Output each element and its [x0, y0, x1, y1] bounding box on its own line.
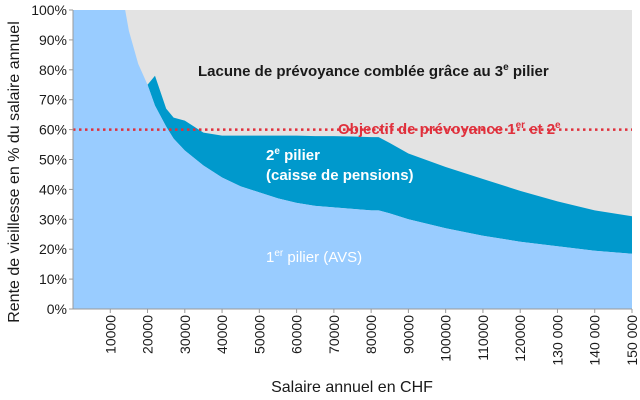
- target-line-label: Objectif de prévoyance 1er et 2e: [338, 120, 561, 138]
- series-second-pillar-label: 2e pilier: [266, 146, 320, 164]
- x-tick-label: 100000: [438, 315, 454, 362]
- x-tick-label: 80000: [363, 315, 379, 354]
- x-tick-label: 90000: [400, 315, 416, 354]
- y-axis-label: Rente de vieillesse en % du salaire annu…: [6, 21, 23, 323]
- series-first-pillar-area: [73, 10, 632, 309]
- series-second-pillar-label-line2: (caisse de pensions): [266, 167, 414, 184]
- x-axis-label: Salaire annuel en CHF: [271, 379, 433, 396]
- x-tick-label: 50000: [251, 315, 267, 354]
- y-tick-label: 0%: [47, 301, 67, 317]
- x-tick-label: 130 000: [549, 315, 565, 366]
- x-tick-label: 150 000: [624, 315, 640, 366]
- y-tick-label: 60%: [39, 122, 67, 138]
- x-tick-label: 110000: [475, 315, 491, 361]
- x-tick-label: 40000: [214, 315, 230, 354]
- x-tick-label: 10000: [102, 315, 118, 354]
- series-second-pillar-area: [73, 10, 632, 254]
- y-tick-label: 90%: [39, 32, 67, 48]
- y-tick-label: 20%: [39, 241, 67, 257]
- x-axis-ticks: 10000 20000 30000 40000 50000 60000 70000 80000…: [102, 309, 640, 366]
- x-tick-label: 20000: [140, 315, 156, 354]
- y-tick-label: 100%: [31, 2, 67, 18]
- gap-area-label: Lacune de prévoyance comblée grâce au 3e…: [198, 62, 549, 80]
- x-tick-label: 30000: [177, 315, 193, 354]
- x-tick-label: 70000: [326, 315, 342, 354]
- y-tick-label: 50%: [39, 152, 67, 168]
- y-axis-ticks: 0% 10% 20% 30% 40% 50% 60% 70% 80% 90% 100%: [31, 2, 73, 317]
- x-tick-label: 120000: [512, 315, 528, 362]
- y-tick-label: 80%: [39, 62, 67, 78]
- y-tick-label: 10%: [39, 271, 67, 287]
- series-first-pillar-label: 1er pilier (AVS): [266, 248, 362, 266]
- x-tick-label: 140 000: [587, 315, 603, 366]
- y-tick-label: 70%: [39, 92, 67, 108]
- y-tick-label: 40%: [39, 181, 67, 197]
- y-tick-label: 30%: [39, 211, 67, 227]
- x-tick-label: 60000: [289, 315, 305, 354]
